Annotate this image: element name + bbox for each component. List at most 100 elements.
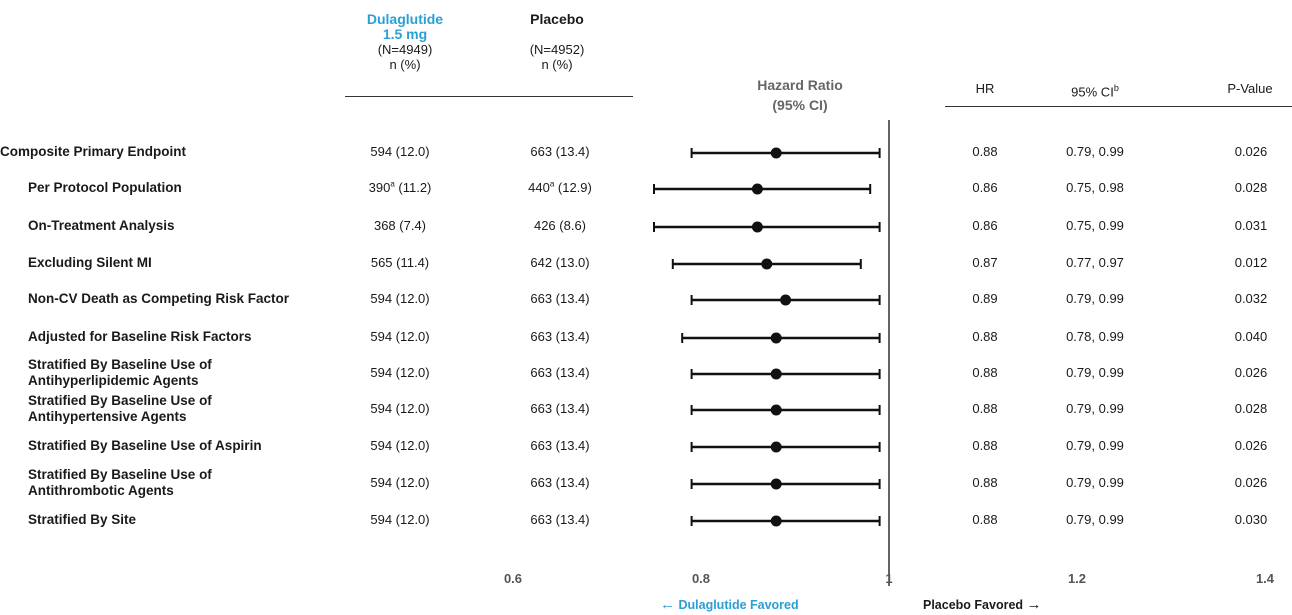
dulaglutide-events: 594 (12.0) xyxy=(370,475,430,490)
p-value: 0.032 xyxy=(1234,291,1268,306)
hr-value: 0.89 xyxy=(972,291,998,306)
row-label: Composite Primary Endpoint xyxy=(0,144,187,159)
ci-value: 0.77, 0.97 xyxy=(1066,255,1124,270)
hazard-ratio-title: Hazard Ratio (95% CI) xyxy=(730,75,870,115)
placebo-events: 440a (12.9) xyxy=(528,180,592,196)
row-label: Per Protocol Population xyxy=(28,180,182,195)
hr-point xyxy=(770,147,782,159)
placebo-favored-label: Placebo Favored xyxy=(923,598,1024,612)
placebo-np-label: n (%) xyxy=(541,57,573,72)
hr-point xyxy=(751,221,763,233)
placebo-events: 663 (13.4) xyxy=(530,475,590,490)
ci-value: 0.79, 0.99 xyxy=(1066,291,1124,306)
placebo-events: 663 (13.4) xyxy=(530,365,590,380)
dulaglutide-events: 594 (12.0) xyxy=(370,329,430,344)
hr-point xyxy=(770,332,782,344)
dulaglutide-favored-label: Dulaglutide Favored xyxy=(678,598,799,612)
p-value: 0.028 xyxy=(1234,180,1268,195)
placebo-events: 663 (13.4) xyxy=(530,329,590,344)
p-value: 0.026 xyxy=(1234,365,1268,380)
ci-value: 0.79, 0.99 xyxy=(1066,438,1124,453)
col-ci-footnote: b xyxy=(1113,83,1119,93)
hr-point xyxy=(761,258,773,270)
row-label: Stratified By Baseline Use of Antihyperli… xyxy=(28,357,212,388)
placebo-name: Placebo xyxy=(530,11,584,27)
hr-value: 0.86 xyxy=(972,218,998,233)
dulaglutide-favored: ← Dulaglutide Favored xyxy=(660,596,799,613)
placebo-events: 663 (13.4) xyxy=(530,401,590,416)
p-value: 0.028 xyxy=(1234,401,1268,416)
hr-point xyxy=(770,368,782,380)
ci-value: 0.75, 0.98 xyxy=(1066,180,1124,195)
ci-value: 0.79, 0.99 xyxy=(1066,512,1124,527)
hr-point xyxy=(770,515,782,527)
dulaglutide-events: 390a (11.2) xyxy=(368,180,432,196)
row-label: Excluding Silent MI xyxy=(28,255,152,270)
col-p-header: P-Value xyxy=(1227,81,1273,96)
placebo-events: 642 (13.0) xyxy=(530,255,590,270)
hr-point xyxy=(770,478,782,490)
right-arrow-icon: → xyxy=(1026,596,1042,613)
hr-value: 0.86 xyxy=(972,180,998,195)
dulaglutide-events: 594 (12.0) xyxy=(370,144,430,159)
placebo-events: 663 (13.4) xyxy=(530,512,590,527)
hazard-ratio-title-line1: Hazard Ratio xyxy=(757,77,843,93)
dulaglutide-events: 565 (11.4) xyxy=(370,255,430,270)
hr-value: 0.88 xyxy=(972,401,998,416)
placebo-events: 663 (13.4) xyxy=(530,291,590,306)
hr-value: 0.88 xyxy=(972,512,998,527)
drug-header: Dulaglutide 1.5 mg (N=4949) n (%) xyxy=(355,11,455,73)
dulaglutide-events: 594 (12.0) xyxy=(370,401,430,416)
header-rule-right xyxy=(945,106,1292,107)
row-label: Stratified By Baseline Use of Antihyperte… xyxy=(28,393,212,424)
row-label: Non-CV Death as Competing Risk Factor xyxy=(28,291,290,306)
drug-n: (N=4949) xyxy=(377,42,433,57)
ci-value: 0.79, 0.99 xyxy=(1066,475,1124,490)
x-tick-label: 1.2 xyxy=(1067,571,1087,586)
p-value: 0.030 xyxy=(1234,512,1268,527)
dulaglutide-events: 594 (12.0) xyxy=(370,512,430,527)
row-label: On-Treatment Analysis xyxy=(28,218,175,233)
row-label: Adjusted for Baseline Risk Factors xyxy=(28,329,252,344)
dulaglutide-events: 594 (12.0) xyxy=(370,365,430,380)
drug-np-label: n (%) xyxy=(389,57,421,72)
hr-value: 0.87 xyxy=(972,255,998,270)
ci-value: 0.79, 0.99 xyxy=(1066,401,1124,416)
x-tick-label: 1 xyxy=(885,571,893,586)
p-value: 0.040 xyxy=(1234,329,1268,344)
ci-value: 0.79, 0.99 xyxy=(1066,365,1124,380)
placebo-events: 663 (13.4) xyxy=(530,144,590,159)
row-label: Stratified By Baseline Use of Antithrombo… xyxy=(28,467,212,498)
hr-value: 0.88 xyxy=(972,144,998,159)
dulaglutide-events: 594 (12.0) xyxy=(370,291,430,306)
col-ci-header: 95% CIb xyxy=(1050,81,1140,99)
x-tick-label: 0.6 xyxy=(503,571,523,586)
col-hr-header: HR xyxy=(975,81,995,96)
hr-value: 0.88 xyxy=(972,475,998,490)
drug-name: Dulaglutide xyxy=(366,11,444,27)
hazard-ratio-title-line2: (95% CI) xyxy=(772,97,828,113)
header-rule-left xyxy=(345,96,633,97)
hr-point xyxy=(780,294,792,306)
hr-point xyxy=(770,404,782,416)
placebo-header: Placebo (N=4952) n (%) xyxy=(512,11,602,73)
left-arrow-icon: ← xyxy=(660,596,675,613)
p-value: 0.026 xyxy=(1234,475,1268,490)
p-value: 0.026 xyxy=(1234,438,1268,453)
dulaglutide-events: 594 (12.0) xyxy=(370,438,430,453)
footnote-marker: a xyxy=(549,180,555,189)
col-ci-label: 95% CI xyxy=(1071,84,1114,100)
row-label: Stratified By Baseline Use of Aspirin xyxy=(28,438,262,453)
hr-point xyxy=(751,183,763,195)
row-label: Stratified By Site xyxy=(28,512,137,527)
ci-value: 0.78, 0.99 xyxy=(1066,329,1124,344)
x-tick-label: 0.8 xyxy=(691,571,711,586)
ci-value: 0.75, 0.99 xyxy=(1066,218,1124,233)
footnote-marker: a xyxy=(390,180,395,189)
placebo-events: 663 (13.4) xyxy=(530,438,590,453)
hr-point xyxy=(770,441,782,453)
placebo-n: (N=4952) xyxy=(529,42,585,57)
placebo-events: 426 (8.6) xyxy=(533,218,587,233)
p-value: 0.012 xyxy=(1234,255,1268,270)
